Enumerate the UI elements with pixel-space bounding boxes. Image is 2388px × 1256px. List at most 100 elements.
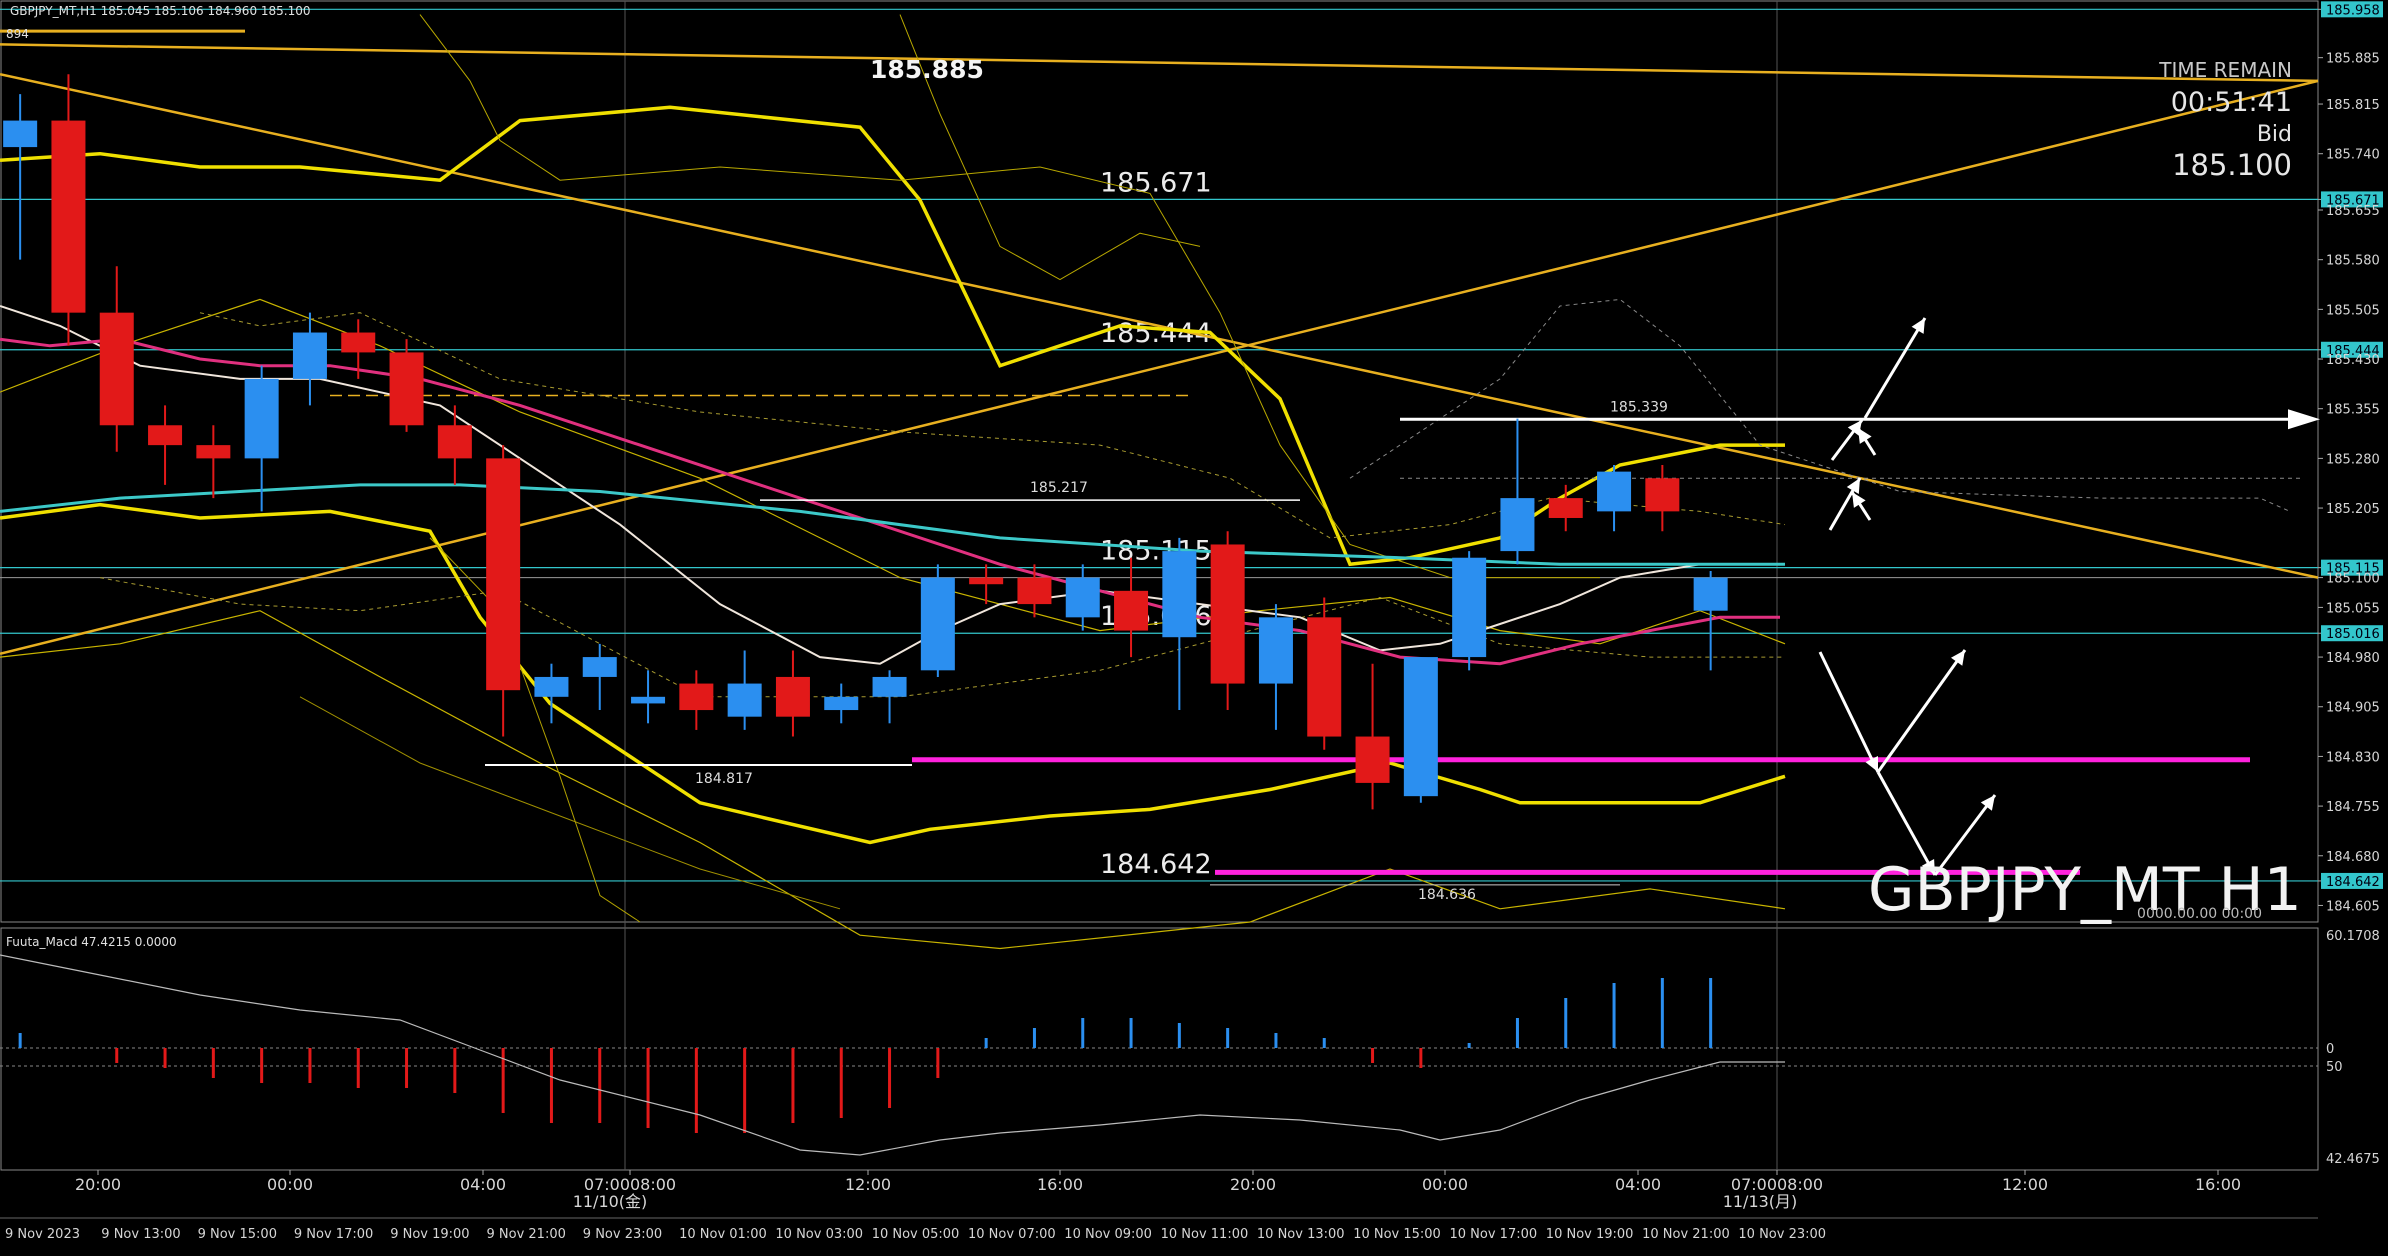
price-tick-label: 184.680 <box>2326 850 2380 865</box>
candle-body <box>1645 478 1680 512</box>
date-axis-label: 9 Nov 23:00 <box>583 1227 662 1242</box>
arrow-head-icon <box>1865 756 1878 772</box>
watermark-sub: 0000.00.00 00:00 <box>2137 906 2262 922</box>
price-tick-label: 185.671 <box>2326 193 2380 208</box>
price-tick-label: 185.444 <box>2326 344 2380 359</box>
candle-body <box>727 683 762 717</box>
candle-body <box>1307 617 1342 737</box>
price-tick-label: 185.815 <box>2326 98 2380 113</box>
candle <box>534 663 569 724</box>
candle <box>872 670 907 724</box>
price-tick-label: 185.205 <box>2326 502 2380 517</box>
candle <box>292 312 327 406</box>
date-axis-label: 10 Nov 05:00 <box>872 1227 960 1242</box>
candle <box>3 94 38 260</box>
price-tick-label: 185.580 <box>2326 254 2380 269</box>
candle-body <box>3 120 38 148</box>
arrow-head-icon <box>1846 478 1860 494</box>
level-label: 185.885 <box>870 55 984 84</box>
candle-body <box>631 696 666 704</box>
candle-body <box>196 445 231 459</box>
candle-body <box>1114 590 1149 631</box>
timer-value: 00:51:41 <box>2171 87 2292 118</box>
macd-axis-label: 60.1708 <box>2326 929 2380 944</box>
candle <box>1114 557 1149 658</box>
price-tick-label: 185.016 <box>2326 627 2380 642</box>
price-tick-label: 184.755 <box>2326 800 2380 815</box>
cloud-span-b <box>99 577 1785 698</box>
candle <box>969 564 1004 605</box>
envelope-outer-right <box>899 14 1201 281</box>
candle-body <box>1597 471 1632 512</box>
left-stub-label: 894 <box>6 27 29 41</box>
candle-body <box>389 352 424 426</box>
symbol-watermark: GBPJPY_MT H1 <box>1868 855 2302 925</box>
level-label: 184.817 <box>695 771 753 787</box>
price-badge <box>2321 872 2383 889</box>
candle-body <box>679 683 714 711</box>
candle <box>1500 418 1535 565</box>
time-tick-label: 04:00 <box>1615 1175 1661 1194</box>
price-tick-label: 185.355 <box>2326 403 2380 418</box>
time-tick-label: 12:00 <box>845 1175 891 1194</box>
moving-average-cyan <box>0 483 1785 566</box>
candle-body <box>775 676 810 717</box>
candle <box>148 405 183 485</box>
candle <box>99 266 134 452</box>
price-badge <box>2321 625 2383 642</box>
price-tick-label: 184.905 <box>2326 701 2380 716</box>
annotation-arrow <box>1876 649 1967 773</box>
envelope-lower <box>0 610 1786 950</box>
envelope-outer-low <box>299 696 841 910</box>
time-tick-label: 04:00 <box>460 1175 506 1194</box>
candle <box>437 405 472 485</box>
trendline-up <box>0 79 2319 655</box>
candle-body <box>148 425 183 446</box>
candle-body <box>1548 498 1583 518</box>
candle <box>1355 663 1390 810</box>
price-tick-label: 185.055 <box>2326 601 2380 616</box>
candle-body <box>824 696 859 711</box>
price-badge <box>2321 341 2383 358</box>
time-tick-label: 20:00 <box>1230 1175 1276 1194</box>
candle <box>1693 570 1728 671</box>
main-panel-frame <box>0 0 2319 923</box>
price-tick-label: 185.505 <box>2326 303 2380 318</box>
candle <box>244 365 279 512</box>
time-tick-label: 20:00 <box>75 1175 121 1194</box>
arrow-head-icon <box>1921 859 1935 875</box>
candle-body <box>1500 498 1535 552</box>
candle-body <box>341 332 376 353</box>
annotation-arrow <box>1818 651 1880 773</box>
candle <box>341 319 376 379</box>
price-tick-label: 185.740 <box>2326 148 2380 163</box>
arrow-head-icon <box>1911 318 1925 334</box>
candle-body <box>1355 736 1390 783</box>
price-tick-label: 184.980 <box>2326 651 2380 666</box>
trendline-down <box>0 73 2319 579</box>
date-axis-label: 10 Nov 01:00 <box>679 1227 767 1242</box>
candle-body <box>1693 577 1728 611</box>
candle <box>727 650 762 730</box>
bid-label: Bid <box>2257 122 2292 147</box>
date-axis-label: 10 Nov 13:00 <box>1257 1227 1345 1242</box>
annotation-arrow <box>1876 771 1937 876</box>
candle-body <box>437 425 472 459</box>
time-tick-label: 16:00 <box>2195 1175 2241 1194</box>
date-axis-label: 10 Nov 19:00 <box>1546 1227 1634 1242</box>
price-tick-label: 185.280 <box>2326 452 2380 467</box>
macd-line <box>0 954 1785 1156</box>
candle <box>1645 465 1680 532</box>
envelope-outer-low2 <box>429 537 641 923</box>
candle <box>775 650 810 737</box>
price-tick-label: 185.115 <box>2326 562 2380 577</box>
arrow-right-icon <box>2288 409 2320 430</box>
level-label: 185.339 <box>1610 399 1668 415</box>
time-tick-label: 07:0008:00 <box>584 1175 676 1194</box>
date-axis-label: 10 Nov 11:00 <box>1161 1227 1249 1242</box>
trendline-top <box>0 43 2319 83</box>
candle <box>389 339 424 432</box>
price-tick-label: 185.430 <box>2326 353 2380 368</box>
